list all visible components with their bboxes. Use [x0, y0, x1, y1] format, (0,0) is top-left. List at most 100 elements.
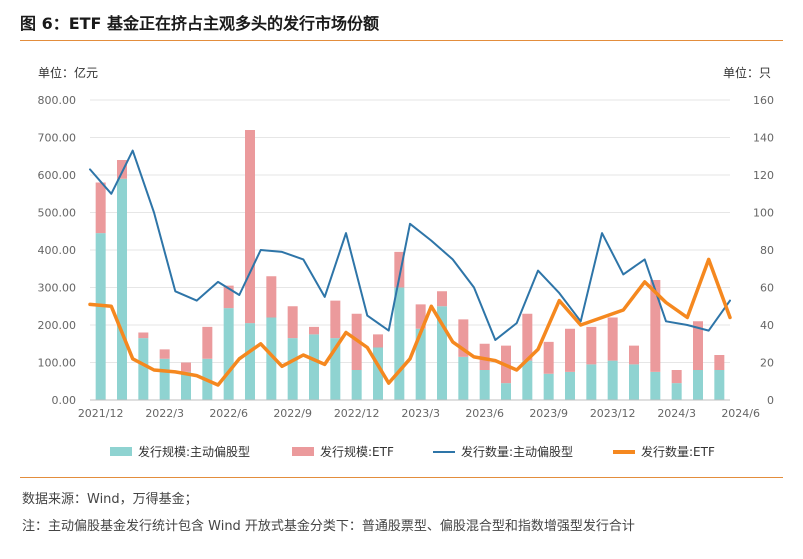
legend: 发行规模:主动偏股型 发行规模:ETF 发行数量:主动偏股型 发行数量:ETF	[0, 443, 803, 463]
bar-etf	[415, 304, 426, 329]
bar-active	[479, 370, 490, 400]
bar-etf	[181, 362, 191, 372]
x-tick-label: 2024/3	[657, 407, 696, 420]
bar-etf	[202, 326, 213, 359]
legend-item-etf-bar: 发行规模:ETF	[292, 443, 394, 460]
bar-active	[693, 370, 703, 400]
x-tick-label: 2022/3	[145, 407, 184, 420]
bar-active	[458, 356, 469, 400]
chart-title: 图 6：ETF 基金正在挤占主观多头的发行市场份额	[20, 14, 380, 33]
bar-active	[501, 383, 511, 400]
bar-etf	[245, 130, 255, 324]
right-tick-label: 40	[760, 319, 774, 332]
bar-etf	[671, 370, 682, 384]
right-tick-label: 0	[767, 394, 774, 407]
line-etf-count	[88, 257, 732, 387]
legend-swatch-active-line	[433, 450, 455, 453]
grid-lines	[90, 99, 730, 363]
bar-etf	[437, 291, 447, 307]
legend-item-active-bar: 发行规模:主动偏股型	[110, 443, 250, 460]
bar-etf	[117, 160, 127, 179]
legend-swatch-active-bar	[110, 447, 132, 456]
bar-active	[351, 370, 362, 400]
bar-active	[437, 306, 447, 400]
bar-active	[266, 317, 277, 400]
bar-etf	[95, 182, 106, 234]
bar-active	[117, 178, 127, 400]
bar-active	[629, 364, 639, 400]
right-axis-unit: 单位：只	[723, 66, 772, 80]
bar-active	[650, 371, 661, 400]
bar-active	[138, 338, 149, 400]
bar-etf	[650, 280, 661, 372]
bar-etf	[479, 343, 490, 370]
bar-etf	[607, 317, 618, 361]
left-tick-label: 500.00	[38, 207, 77, 220]
bar-etf	[714, 355, 725, 370]
left-tick-label: 100.00	[38, 357, 77, 370]
line-group	[88, 149, 732, 387]
title-divider	[20, 40, 783, 41]
legend-label-active-line: 发行数量:主动偏股型	[461, 445, 574, 459]
bar-active	[415, 328, 426, 400]
bar-active	[586, 364, 597, 400]
bar-etf	[266, 276, 277, 318]
bar-active	[181, 371, 191, 400]
bar-active	[607, 360, 618, 400]
x-tick-label: 2022/6	[209, 407, 248, 420]
bar-etf	[586, 326, 597, 365]
bar-active	[565, 371, 575, 400]
right-tick-label: 60	[760, 282, 774, 295]
bar-active	[394, 287, 405, 400]
legend-label-etf-bar: 发行规模:ETF	[320, 445, 394, 459]
bar-active	[159, 358, 170, 400]
x-tick-label: 2023/12	[590, 407, 636, 420]
legend-swatch-etf-bar	[292, 447, 314, 456]
right-tick-label: 140	[753, 132, 774, 145]
bar-etf	[330, 300, 341, 339]
bar-etf	[565, 328, 575, 372]
bar-active	[245, 323, 255, 400]
bar-active	[287, 338, 298, 400]
footnote: 注：主动偏股基金发行统计包含 Wind 开放式基金分类下：普通股票型、偏股混合型…	[22, 519, 635, 534]
left-tick-label: 600.00	[38, 169, 77, 182]
bar-active	[223, 308, 234, 400]
x-tick-label: 2022/9	[273, 407, 312, 420]
bar-etf	[159, 349, 170, 359]
bar-etf	[138, 332, 149, 339]
bar-active	[522, 360, 533, 400]
x-tick-label: 2022/12	[334, 407, 380, 420]
right-tick-label: 100	[753, 207, 774, 220]
bar-active	[543, 373, 554, 400]
left-tick-label: 0.00	[52, 394, 77, 407]
bar-etf	[394, 251, 405, 288]
bar-etf	[693, 321, 703, 370]
legend-item-active-line: 发行数量:主动偏股型	[433, 443, 573, 460]
bar-active	[95, 233, 106, 400]
x-tick-label: 2023/6	[465, 407, 504, 420]
right-tick-label: 20	[760, 357, 774, 370]
bar-active	[671, 383, 682, 400]
legend-label-active-bar: 发行规模:主动偏股型	[138, 445, 251, 459]
left-tick-label: 700.00	[38, 132, 77, 145]
bar-etf	[287, 306, 298, 339]
x-tick-label: 2024/6	[721, 407, 760, 420]
legend-label-etf-line: 发行数量:ETF	[641, 445, 715, 459]
right-tick-label: 160	[753, 94, 774, 107]
legend-swatch-etf-line	[613, 449, 635, 454]
bar-active	[309, 334, 319, 400]
data-source: 数据来源：Wind，万得基金；	[22, 492, 198, 507]
right-tick-label: 120	[753, 169, 774, 182]
bar-etf	[543, 341, 554, 374]
left-tick-label: 400.00	[38, 244, 77, 257]
bar-active	[714, 370, 725, 400]
bar-etf	[309, 326, 319, 335]
bar-etf	[223, 285, 234, 309]
legend-item-etf-line: 发行数量:ETF	[613, 443, 715, 460]
bar-active	[330, 338, 341, 400]
left-axis-unit: 单位：亿元	[38, 66, 99, 80]
left-tick-label: 800.00	[38, 94, 77, 107]
x-tick-label: 2023/9	[529, 407, 568, 420]
bar-active	[373, 347, 383, 400]
bar-etf	[373, 334, 383, 348]
